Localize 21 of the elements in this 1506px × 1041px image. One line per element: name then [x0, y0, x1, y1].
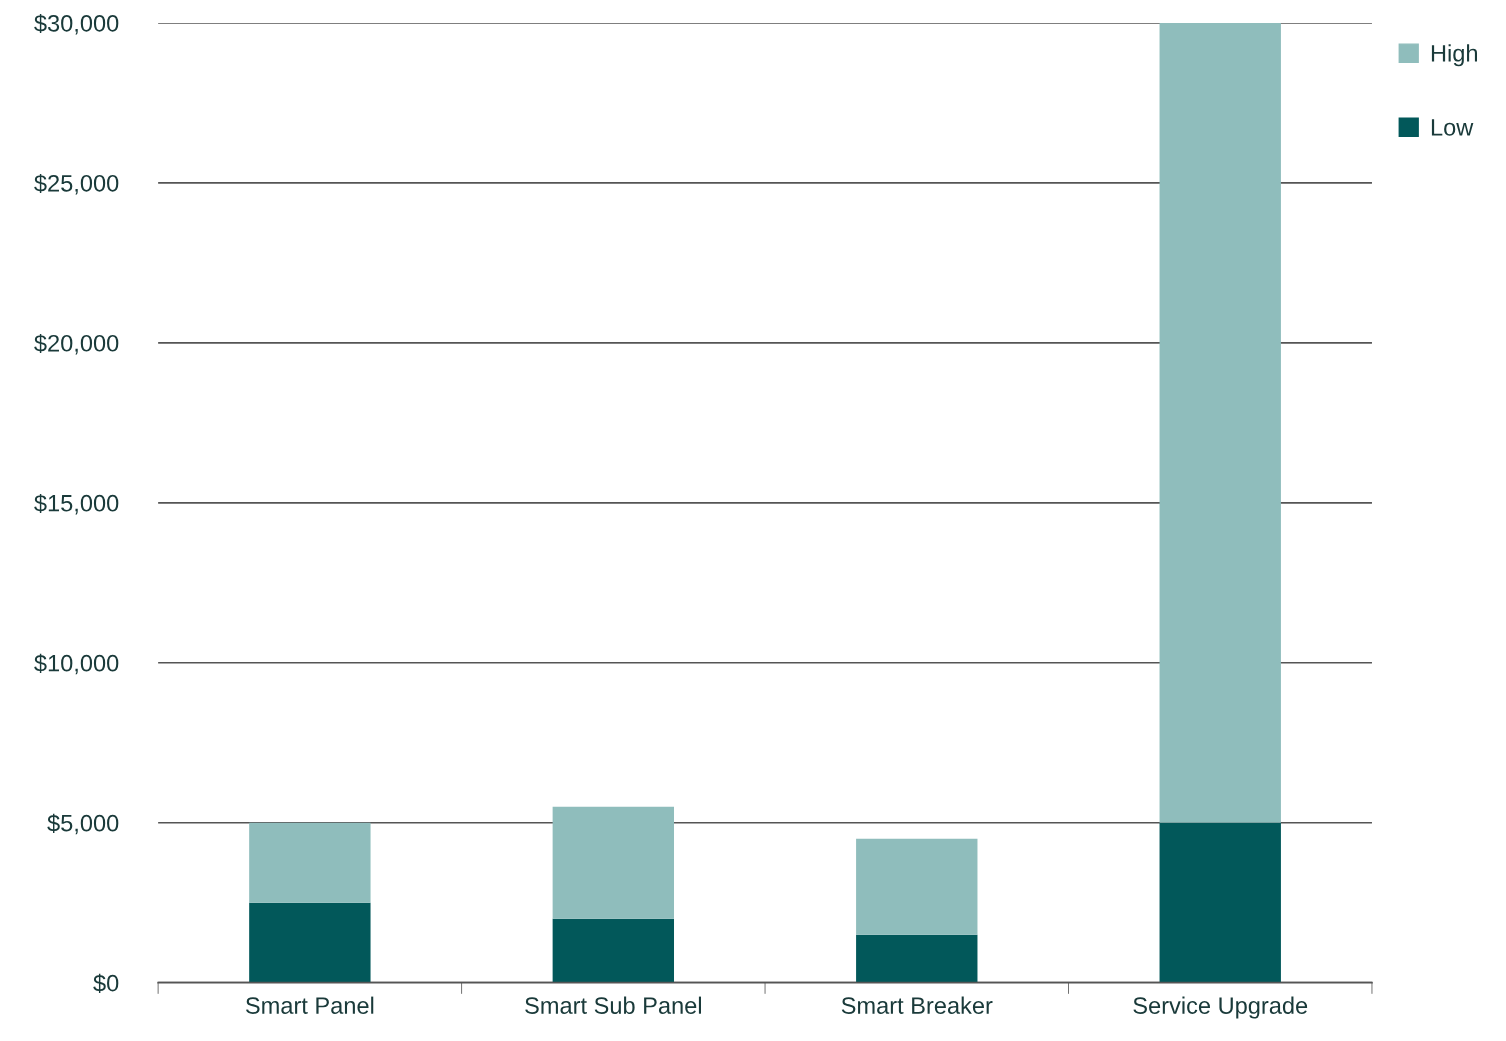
bar	[249, 902, 371, 983]
y-tick-label: $10,000	[34, 653, 119, 675]
bar	[856, 838, 978, 935]
bar	[552, 918, 675, 983]
y-tick-label: $15,000	[34, 493, 119, 515]
x-tick-label: Smart Sub Panel	[525, 996, 701, 1014]
bar	[552, 806, 675, 919]
bar	[249, 822, 371, 903]
y-tick-label: $5,000	[47, 813, 119, 835]
y-tick-label: $25,000	[34, 173, 119, 195]
y-tick-label: $20,000	[34, 333, 119, 355]
x-tick-label: Service Upgrade	[1133, 996, 1308, 1019]
x-tick-label: Smart Panel	[245, 996, 374, 1014]
bar	[1159, 22, 1281, 823]
bar	[856, 934, 978, 983]
y-tick-label: $30,000	[34, 13, 119, 35]
x-tick-label: Smart Breaker	[841, 996, 993, 1014]
y-tick-label: $0	[93, 973, 119, 993]
legend-label: Low	[1431, 119, 1474, 136]
bar	[1159, 822, 1281, 983]
legend-label: High	[1431, 44, 1478, 67]
